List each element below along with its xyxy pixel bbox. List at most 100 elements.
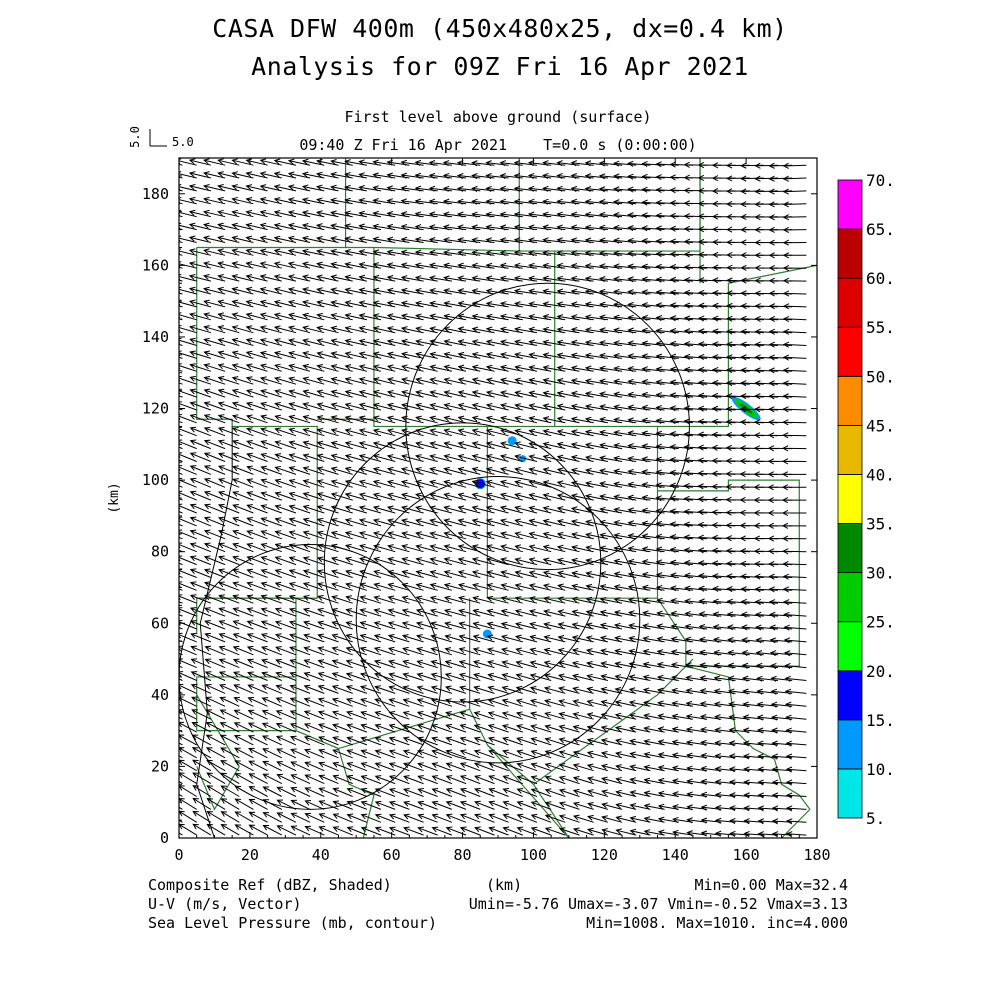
- wind-vector-1430: [655, 559, 679, 566]
- wind-vector-1859: [359, 685, 382, 694]
- wind-vector-1921: [600, 699, 623, 707]
- wind-vector-1418: [486, 557, 509, 566]
- wind-vector-2306: [318, 813, 339, 823]
- wind-vector-251: [528, 224, 552, 231]
- wind-vector-934: [641, 417, 665, 424]
- wind-vector-232: [259, 222, 282, 231]
- wind-vector-1447: [260, 568, 282, 578]
- wind-vector-1421: [528, 557, 552, 566]
- y-tick-label-6: 120: [142, 400, 169, 418]
- wind-vector-1011: [457, 441, 481, 450]
- wind-vector-1159: [641, 482, 665, 489]
- wind-vector-159: [499, 198, 523, 205]
- wind-vector-1956: [459, 711, 481, 720]
- wind-vector-1510: [514, 583, 538, 591]
- wind-vector-1637: [401, 621, 424, 630]
- wind-vector-1896: [247, 696, 268, 707]
- wind-vector-1435: [725, 560, 750, 567]
- wind-vector-866: [316, 402, 339, 411]
- wind-vector-1708: [769, 637, 793, 644]
- wind-vector-1360: [302, 543, 325, 553]
- y-tick-label-1: 20: [151, 757, 169, 775]
- wind-vector-1141: [386, 479, 410, 488]
- wind-vector-682: [259, 350, 282, 359]
- wind-vector-1910: [445, 698, 467, 707]
- wind-vectors: [179, 158, 807, 838]
- wind-vector-2240: [657, 790, 679, 797]
- wind-vector-689: [358, 351, 382, 359]
- wind-vector-1366: [387, 544, 410, 553]
- wind-vector-1577: [189, 607, 212, 617]
- wind-vector-899: [782, 406, 807, 413]
- wind-vector-819: [288, 389, 311, 398]
- wind-vector-2363: [488, 826, 509, 836]
- wind-vector-108: [414, 185, 438, 192]
- wind-vector-184: [217, 209, 240, 218]
- wind-vector-416: [316, 274, 339, 282]
- wind-vector-2037: [332, 736, 353, 746]
- wind-vector-756: [669, 366, 693, 373]
- wind-vector-1550: [443, 595, 467, 604]
- wind-vector-1274: [358, 518, 382, 527]
- wind-vector-2123: [276, 761, 297, 772]
- wind-vector-1759: [218, 658, 240, 669]
- wind-vector-210: [584, 211, 608, 218]
- wind-vector-784: [429, 377, 453, 385]
- wind-vector-4: [217, 158, 240, 166]
- wind-vector-827: [401, 390, 424, 398]
- wind-vector-766: [179, 375, 197, 385]
- x-tick-label-2: 40: [312, 846, 330, 864]
- wind-vector-2343: [206, 823, 226, 836]
- wind-vector-1461: [457, 570, 481, 578]
- wind-vector-344: [570, 250, 594, 257]
- wind-vector-1054: [429, 454, 453, 462]
- wind-vector-2191: [601, 776, 623, 785]
- wind-vector-48: [203, 171, 226, 179]
- wind-vector-2283: [629, 803, 651, 810]
- wind-vector-2077: [262, 748, 283, 759]
- wind-vector-1151: [528, 479, 552, 488]
- wind-vector-2330: [657, 816, 679, 823]
- wind-vector-1948: [346, 710, 368, 720]
- wind-vector-1197: [542, 493, 566, 501]
- wind-vector-1527: [754, 586, 779, 593]
- wind-vector-2029: [219, 734, 240, 746]
- wind-vector-1543: [345, 595, 368, 604]
- wind-vector-1999: [431, 723, 453, 733]
- wind-vector-731: [316, 363, 339, 372]
- wind-vector-1375: [514, 544, 538, 553]
- wind-vector-1732: [472, 647, 495, 656]
- wind-vector-2093: [488, 749, 509, 759]
- wind-vector-2298: [206, 810, 226, 823]
- wind-vector-2144: [572, 763, 594, 772]
- colorbar-label-0: 5.: [866, 809, 885, 828]
- y-tick-label-0: 0: [160, 829, 169, 847]
- wind-vector-2219: [360, 787, 382, 797]
- wind-vector-1294: [641, 520, 665, 527]
- colorbar-label-7: 40.: [866, 465, 895, 484]
- wind-vector-878: [485, 402, 509, 411]
- wind-vector-131: [740, 188, 764, 195]
- wind-vector-952: [260, 427, 282, 437]
- wind-vector-1136: [316, 479, 339, 488]
- wind-vector-1129: [217, 478, 240, 488]
- wind-vector-249: [499, 224, 523, 231]
- wind-vector-414: [287, 274, 311, 282]
- wind-vector-1514: [571, 583, 594, 591]
- wind-vector-2313: [417, 813, 438, 823]
- wind-vector-314: [782, 239, 807, 246]
- wind-vector-1867: [473, 685, 495, 694]
- wind-vector-1048: [344, 453, 368, 462]
- wind-vector-983: [697, 431, 722, 438]
- wind-vector-304: [641, 238, 665, 245]
- wind-vector-113: [485, 185, 509, 192]
- wind-vector-992: [189, 439, 212, 450]
- wind-vector-688: [344, 351, 368, 359]
- wind-vector-925: [514, 415, 538, 424]
- wind-vector-442: [683, 276, 708, 284]
- wind-vector-1968: [628, 712, 651, 720]
- wind-vector-165: [584, 198, 608, 205]
- wind-vector-501: [245, 299, 268, 308]
- wind-vector-663: [627, 340, 651, 347]
- boundary-line-14: [196, 676, 296, 731]
